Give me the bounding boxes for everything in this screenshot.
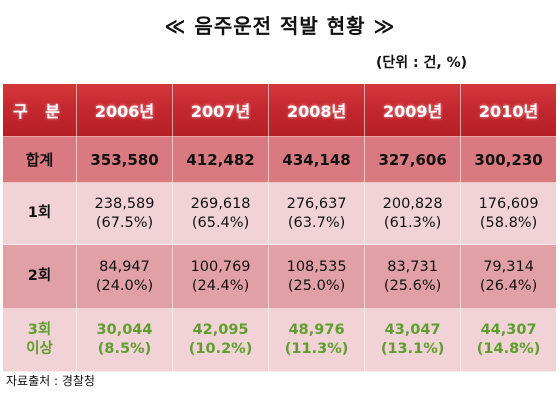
percent-value: (65.4%) [191, 214, 250, 231]
percent-value: (24.0%) [95, 277, 154, 294]
count-value: 44,307 [480, 322, 537, 338]
percent-value: (63.7%) [287, 214, 346, 231]
unit-note: (단위 : 건, %) [376, 55, 468, 71]
count-value: 42,095 [192, 322, 249, 338]
header-year: 2007년 [172, 84, 270, 137]
table-row-1st-offense: 1회 238,589 (67.5%) 269,618 (65.4%) 276,637… [3, 182, 556, 245]
table-header-row: 구 분 2006년 2007년 2008년 2009년 2010년 [3, 84, 556, 137]
count-value: 276,637 [286, 195, 347, 212]
count-value: 269,618 [190, 195, 251, 212]
percent-value: (61.3%) [383, 214, 442, 231]
data-cell: 276,637 (63.7%) [268, 182, 366, 245]
data-cell: 42,095 (10.2%) [172, 308, 270, 372]
table-row-total: 합계 353,580 412,482 434,148 327,606 300,2… [3, 136, 556, 183]
percent-value: (26.4%) [479, 277, 538, 294]
data-cell: 269,618 (65.4%) [172, 182, 270, 245]
source-note: 자료출처 : 경찰청 [6, 374, 95, 388]
data-cell: 48,976 (11.3%) [268, 308, 366, 372]
count-value: 176,609 [478, 195, 539, 212]
count-value: 108,535 [286, 258, 347, 275]
header-corner: 구 분 [3, 84, 77, 137]
percent-value: (25.6%) [383, 277, 442, 294]
percent-value: (67.5%) [95, 214, 154, 231]
row-label: 1회 [3, 182, 77, 245]
header-year: 2010년 [460, 84, 556, 137]
row-label-line: 3회 [27, 322, 52, 338]
header-year: 2009년 [364, 84, 462, 137]
count-value: 83,731 [387, 258, 438, 275]
table-row-2nd-offense: 2회 84,947 (24.0%) 100,769 (24.4%) 108,535 (… [3, 244, 556, 309]
data-cell: 43,047 (13.1%) [364, 308, 462, 372]
percent-value: (24.4%) [191, 277, 250, 294]
count-value: 84,947 [99, 258, 150, 275]
header-year: 2006년 [76, 84, 174, 137]
count-cell: 327,606 [364, 136, 462, 183]
count-cell: 412,482 [172, 136, 270, 183]
header-year: 2008년 [268, 84, 366, 137]
row-label: 2회 [3, 244, 77, 309]
drunk-driving-table: 구 분 2006년 2007년 2008년 2009년 2010년 합계 353… [3, 84, 556, 372]
count-cell: 300,230 [460, 136, 556, 183]
count-value: 30,044 [96, 322, 153, 338]
count-value: 43,047 [384, 322, 441, 338]
count-value: 238,589 [94, 195, 155, 212]
percent-value: (58.8%) [479, 214, 538, 231]
count-value: 48,976 [288, 322, 345, 338]
count-value: 200,828 [382, 195, 443, 212]
count-value: 100,769 [190, 258, 251, 275]
data-cell: 176,609 (58.8%) [460, 182, 556, 245]
percent-value: (10.2%) [188, 341, 253, 357]
data-cell: 83,731 (25.6%) [364, 244, 462, 309]
data-cell: 108,535 (25.0%) [268, 244, 366, 309]
count-cell: 353,580 [76, 136, 174, 183]
page-title: ≪ 음주운전 적발 현황 ≫ [164, 14, 396, 38]
data-cell: 84,947 (24.0%) [76, 244, 174, 309]
data-cell: 100,769 (24.4%) [172, 244, 270, 309]
data-cell: 238,589 (67.5%) [76, 182, 174, 245]
data-cell: 44,307 (14.8%) [460, 308, 556, 372]
percent-value: (25.0%) [287, 277, 346, 294]
count-value: 79,314 [483, 258, 534, 275]
percent-value: (8.5%) [97, 341, 152, 357]
data-cell: 200,828 (61.3%) [364, 182, 462, 245]
data-cell: 30,044 (8.5%) [76, 308, 174, 372]
data-cell: 79,314 (26.4%) [460, 244, 556, 309]
row-label-line: 이상 [26, 341, 53, 357]
percent-value: (13.1%) [380, 341, 445, 357]
count-cell: 434,148 [268, 136, 366, 183]
percent-value: (14.8%) [476, 341, 541, 357]
percent-value: (11.3%) [284, 341, 349, 357]
row-label: 합계 [3, 136, 77, 183]
